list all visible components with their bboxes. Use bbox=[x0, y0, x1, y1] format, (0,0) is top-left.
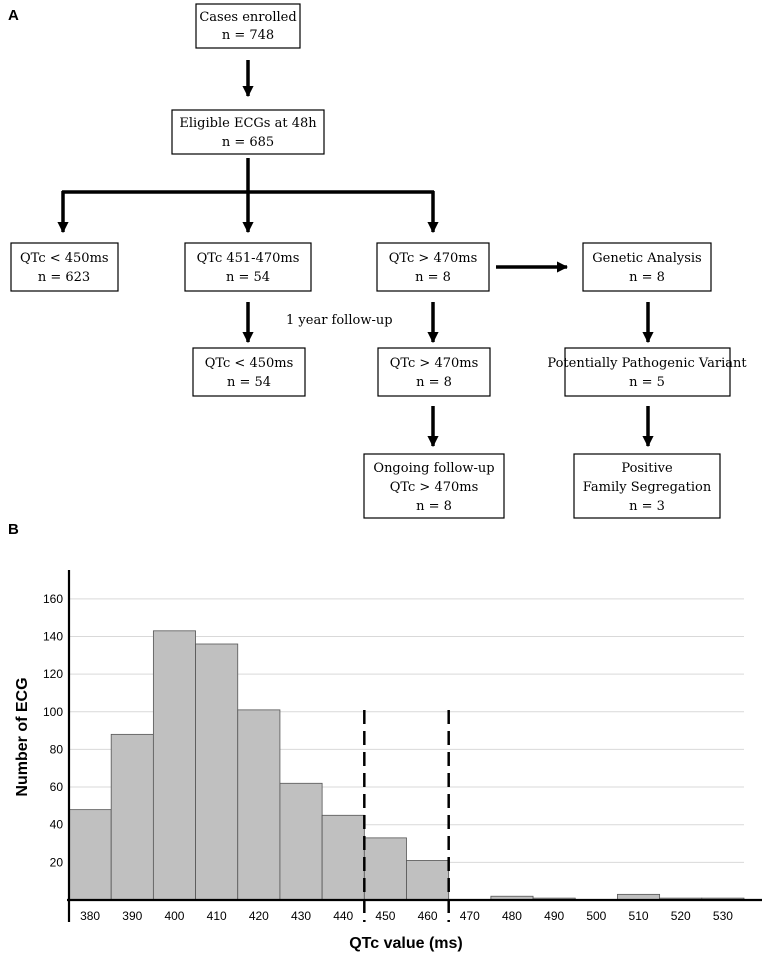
box-genetic-analysis: Genetic Analysis n = 8 bbox=[582, 242, 712, 292]
box-cases-enrolled: Cases enrolled n = 748 bbox=[195, 3, 301, 49]
box-pathogenic-variant: Potentially Pathogenic Variant n = 5 bbox=[547, 347, 747, 397]
x-tick-label: 500 bbox=[586, 909, 606, 923]
x-tick-label: 400 bbox=[164, 909, 184, 923]
x-tick-label: 510 bbox=[629, 909, 649, 923]
bar-410 bbox=[195, 643, 239, 901]
svg-text:QTc > 470ms: QTc > 470ms bbox=[390, 480, 479, 495]
y-tick-label: 120 bbox=[43, 667, 63, 681]
box-qtc-gt-470: QTc > 470ms n = 8 bbox=[376, 242, 490, 292]
svg-text:n = 685: n = 685 bbox=[222, 135, 274, 150]
box-qtc-451-470: QTc 451-470ms n = 54 bbox=[184, 242, 312, 292]
svg-text:n = 8: n = 8 bbox=[416, 375, 452, 390]
box-ongoing-followup: Ongoing follow-up QTc > 470ms n = 8 bbox=[363, 453, 505, 519]
bar-450 bbox=[363, 837, 407, 901]
box-family-segregation: Positive Family Segregation n = 3 bbox=[573, 453, 721, 519]
svg-text:Cases enrolled: Cases enrolled bbox=[199, 10, 296, 25]
y-tick-label: 20 bbox=[50, 855, 64, 869]
bar-380 bbox=[68, 809, 112, 901]
svg-text:Family Segregation: Family Segregation bbox=[583, 480, 712, 495]
x-tick-label: 380 bbox=[80, 909, 100, 923]
svg-text:Potentially Pathogenic Variant: Potentially Pathogenic Variant bbox=[547, 356, 747, 371]
reference-lines bbox=[363, 710, 450, 922]
x-tick-label: 440 bbox=[333, 909, 353, 923]
y-tick-label: 60 bbox=[50, 780, 64, 794]
bar-440 bbox=[321, 814, 365, 901]
panel-b-label: B bbox=[8, 521, 19, 538]
bar-460 bbox=[406, 860, 450, 901]
x-tick-label: 430 bbox=[291, 909, 311, 923]
y-tick-label: 100 bbox=[43, 705, 63, 719]
x-tick-label: 530 bbox=[713, 909, 733, 923]
x-tick-label: 450 bbox=[375, 909, 395, 923]
y-tick-label: 160 bbox=[43, 592, 63, 606]
axes bbox=[67, 570, 762, 922]
followup-note: 1 year follow-up bbox=[286, 313, 393, 328]
x-tick-label: 460 bbox=[418, 909, 438, 923]
box-eligible-ecgs: Eligible ECGs at 48h n = 685 bbox=[171, 109, 325, 155]
x-tick-label: 390 bbox=[122, 909, 142, 923]
svg-text:n = 8: n = 8 bbox=[416, 499, 452, 514]
svg-text:Genetic Analysis: Genetic Analysis bbox=[592, 251, 701, 266]
x-tick-label: 410 bbox=[207, 909, 227, 923]
svg-text:n = 54: n = 54 bbox=[227, 375, 271, 390]
svg-text:n = 623: n = 623 bbox=[38, 270, 90, 285]
x-tick-label: 470 bbox=[460, 909, 480, 923]
box-qtc-lt-450-followup: QTc < 450ms n = 54 bbox=[192, 347, 306, 397]
y-tick-labels: 20 40 60 80 100 120 140 160 bbox=[43, 592, 63, 870]
svg-text:n = 8: n = 8 bbox=[415, 270, 451, 285]
bar-420 bbox=[237, 709, 281, 901]
x-axis-label: QTc value (ms) bbox=[349, 935, 463, 952]
svg-text:Ongoing follow-up: Ongoing follow-up bbox=[373, 461, 494, 476]
panel-a-label: A bbox=[8, 7, 19, 24]
svg-text:Eligible ECGs at 48h: Eligible ECGs at 48h bbox=[179, 116, 317, 131]
bar-430 bbox=[279, 782, 323, 901]
svg-text:QTc < 450ms: QTc < 450ms bbox=[20, 251, 109, 266]
bar-390 bbox=[110, 733, 154, 901]
svg-text:n = 3: n = 3 bbox=[629, 499, 665, 514]
svg-text:n = 54: n = 54 bbox=[226, 270, 270, 285]
y-tick-label: 140 bbox=[43, 629, 63, 643]
x-tick-labels: 380 390 400 410 420 430 440 450 460 470 480 490 500 5… bbox=[80, 909, 733, 923]
svg-text:QTc 451-470ms: QTc 451-470ms bbox=[197, 251, 300, 266]
flow-arrows bbox=[57, 60, 654, 448]
bar-400 bbox=[152, 630, 196, 901]
bars bbox=[68, 630, 745, 901]
svg-text:n = 748: n = 748 bbox=[222, 28, 274, 43]
svg-text:QTc < 450ms: QTc < 450ms bbox=[205, 356, 294, 371]
x-tick-label: 420 bbox=[249, 909, 269, 923]
svg-text:n = 8: n = 8 bbox=[629, 270, 665, 285]
box-qtc-gt-470-followup: QTc > 470ms n = 8 bbox=[377, 347, 491, 397]
y-tick-label: 80 bbox=[50, 742, 64, 756]
x-tick-label: 490 bbox=[544, 909, 564, 923]
svg-text:n = 5: n = 5 bbox=[629, 375, 665, 390]
y-tick-label: 40 bbox=[50, 818, 64, 832]
x-tick-label: 520 bbox=[671, 909, 691, 923]
box-qtc-lt-450: QTc < 450ms n = 623 bbox=[10, 242, 119, 292]
svg-text:QTc > 470ms: QTc > 470ms bbox=[390, 356, 479, 371]
svg-text:Positive: Positive bbox=[621, 461, 673, 476]
y-axis-label: Number of ECG bbox=[14, 677, 31, 796]
histogram-chart: 20 40 60 80 100 120 140 160 380 390 400 410 420 430 4… bbox=[14, 570, 762, 952]
x-tick-label: 480 bbox=[502, 909, 522, 923]
svg-text:QTc > 470ms: QTc > 470ms bbox=[389, 251, 478, 266]
